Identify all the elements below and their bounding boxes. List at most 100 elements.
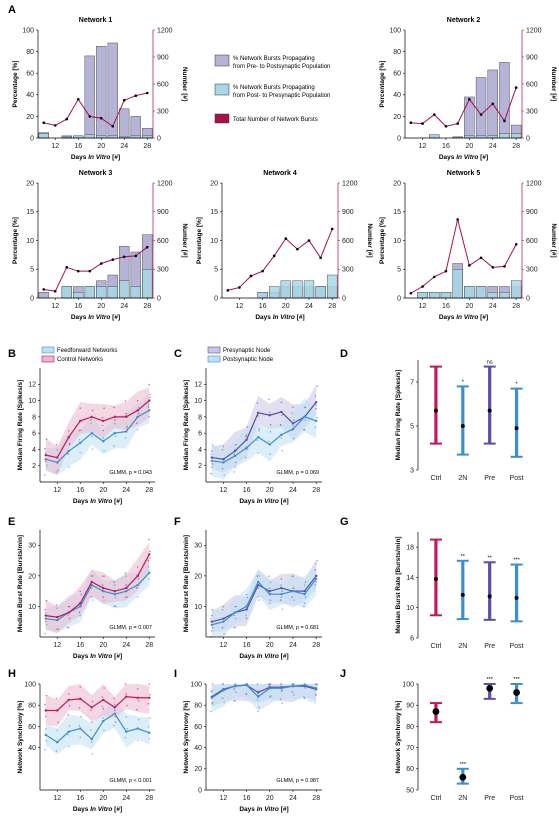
y-tick-label-right: 300 — [526, 108, 538, 115]
x-axis-label: Days In Vitro [#] — [73, 806, 122, 813]
series-point — [136, 583, 139, 587]
raw-point — [221, 448, 224, 451]
x-axis-label: Days In Vitro [#] — [255, 314, 304, 321]
raw-point — [113, 406, 115, 409]
raw-point — [44, 474, 46, 476]
total-bursts-point — [514, 86, 518, 89]
y-tick-label: 60 — [194, 724, 202, 731]
raw-point — [303, 406, 306, 409]
raw-point — [45, 623, 48, 626]
raw-point — [101, 575, 104, 577]
raw-point — [113, 419, 116, 421]
series-point — [210, 459, 213, 463]
glmm-annotation: GLMM, p = 0.007 — [109, 625, 152, 631]
total-bursts-point — [111, 125, 115, 128]
y-tick-label-right: 600 — [526, 238, 538, 245]
panel-letter-F: F — [174, 516, 181, 528]
raw-point — [314, 569, 317, 571]
panelA-network-3: Network 3 0 5 10 15 20 0 300 600 900 1200 12 16 20 24 2… — [12, 170, 188, 321]
significance-mark: * — [515, 382, 518, 388]
y-tick-label: 6 — [198, 431, 202, 438]
total-bursts-point — [479, 256, 483, 260]
raw-point — [258, 427, 260, 430]
x-tick-label: 24 — [489, 303, 497, 310]
raw-point — [90, 721, 93, 723]
legend-swatch — [207, 346, 221, 354]
raw-point — [279, 683, 282, 685]
bar-post-to-pre — [292, 280, 303, 299]
raw-point — [103, 729, 105, 731]
raw-point — [149, 694, 151, 696]
bar-pre-to-post — [38, 292, 49, 299]
y-axis-label: Network Synchrony [%] — [17, 701, 24, 774]
series-point — [268, 687, 271, 690]
raw-point — [293, 599, 295, 601]
raw-point — [269, 581, 272, 584]
x-tick-label: 16 — [442, 143, 450, 150]
raw-point — [245, 617, 248, 620]
series-point — [315, 687, 318, 690]
raw-point — [314, 584, 317, 586]
y-tick-label-right: 1200 — [526, 180, 542, 187]
raw-point — [67, 713, 69, 716]
raw-point — [292, 425, 294, 427]
total-bursts-point — [319, 256, 322, 260]
series-point — [210, 456, 213, 459]
category-label: Post — [510, 475, 524, 482]
y-tick-label-right: 600 — [342, 238, 354, 245]
y-axis-label-left: Percentage [%] — [12, 217, 19, 264]
y-tick-label: 3 — [410, 467, 414, 474]
raw-point — [280, 578, 283, 580]
x-tick-label: 12 — [220, 642, 228, 649]
raw-point — [78, 724, 81, 727]
bar-post-to-pre — [487, 292, 498, 299]
y-tick-label-left: 10 — [393, 238, 401, 245]
series-point — [90, 431, 93, 435]
series-point — [210, 696, 213, 699]
bar-post-to-pre — [269, 286, 280, 299]
legend-text: from Post- to Presynaptic Population — [233, 93, 330, 99]
x-tick-label: 16 — [259, 303, 267, 310]
raw-point — [211, 466, 213, 469]
series-point — [56, 615, 59, 619]
y-axis-label-left: Percentage [%] — [196, 217, 203, 264]
raw-point — [136, 587, 138, 589]
raw-point — [125, 584, 128, 586]
raw-point — [246, 426, 249, 428]
series-point — [303, 589, 306, 593]
series-point — [125, 730, 128, 733]
raw-point — [303, 584, 306, 587]
raw-point — [222, 445, 225, 448]
raw-point — [79, 451, 82, 454]
y-tick-label: 100 — [402, 681, 414, 688]
y-tick-label-left: 5 — [30, 267, 34, 274]
raw-point — [102, 708, 105, 710]
total-bursts-point — [491, 266, 495, 269]
series-line — [211, 578, 317, 626]
raw-point — [55, 604, 58, 606]
panel-G: 6 10 14 18 Ctrl 2N ** Pre ** Post *** Median Burst … — [395, 532, 524, 650]
total-bursts-point — [503, 119, 506, 123]
y-tick-label-left: 5 — [214, 267, 218, 274]
raw-point — [44, 715, 47, 718]
legend-swatch-pre-post — [214, 54, 230, 67]
total-bursts-point — [99, 116, 103, 120]
series-point — [148, 571, 151, 574]
raw-point — [67, 605, 70, 608]
total-bursts-point — [307, 239, 311, 242]
total-bursts-point — [479, 113, 483, 116]
raw-point — [44, 703, 46, 706]
x-axis-label: Days In Vitro [#] — [239, 806, 288, 813]
total-bursts-point — [99, 262, 103, 265]
raw-point — [256, 698, 259, 701]
y-tick-label: 7 — [410, 379, 414, 386]
raw-point — [103, 575, 105, 577]
panelA-network-1: Network 1 0 20 40 60 80 100 0 300 600 900 1200 12 16 2… — [12, 17, 188, 161]
raw-point — [269, 424, 272, 426]
raw-point — [79, 590, 82, 593]
raw-point — [90, 419, 92, 421]
series-point — [245, 608, 248, 611]
raw-point — [291, 596, 294, 598]
raw-point — [210, 617, 212, 620]
